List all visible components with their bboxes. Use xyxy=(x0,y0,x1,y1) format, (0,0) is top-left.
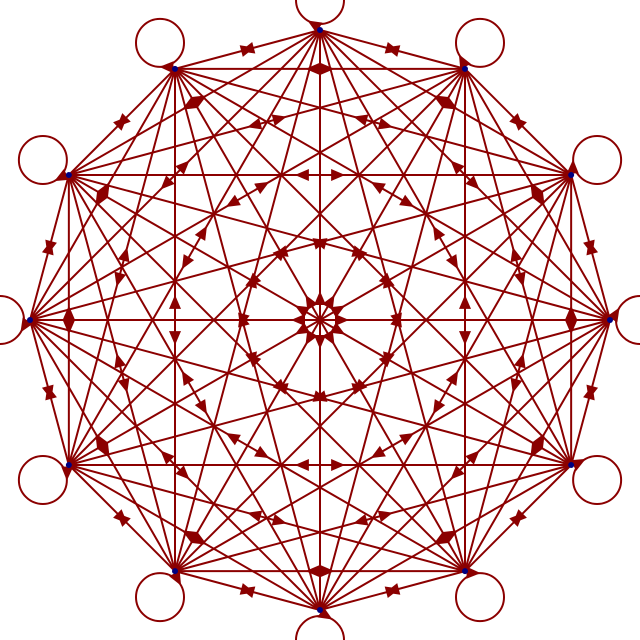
arrowhead xyxy=(195,399,207,414)
graph-node xyxy=(462,568,468,574)
arrowhead xyxy=(169,331,181,345)
arrowhead xyxy=(182,254,194,269)
self-loop xyxy=(616,296,640,344)
edge xyxy=(30,320,465,571)
arrowhead xyxy=(114,272,126,287)
graph-node xyxy=(607,317,613,323)
self-loop-arrowhead xyxy=(61,466,73,480)
arrowhead xyxy=(433,399,445,414)
self-loop xyxy=(456,573,504,621)
self-loop-arrowhead xyxy=(466,567,480,579)
edge xyxy=(175,69,610,320)
graph-node xyxy=(172,568,178,574)
arrowhead xyxy=(514,353,526,368)
arrowhead xyxy=(272,114,287,126)
graph-node xyxy=(568,462,574,468)
edge xyxy=(69,175,320,610)
graph-node xyxy=(462,66,468,72)
arrowhead xyxy=(226,195,241,207)
edge xyxy=(69,465,320,610)
edge xyxy=(175,175,571,571)
arrowhead xyxy=(331,459,345,471)
self-loop xyxy=(0,296,24,344)
arrowhead xyxy=(353,514,368,526)
edge xyxy=(30,69,175,320)
self-loop xyxy=(19,456,67,504)
edge xyxy=(30,320,175,571)
complete-directed-graph xyxy=(0,0,640,640)
self-loop-arrowhead xyxy=(159,61,173,73)
self-loop xyxy=(296,616,344,640)
arrowhead xyxy=(254,182,269,194)
arrowhead xyxy=(446,371,458,386)
edge-layer xyxy=(30,30,610,610)
self-loop xyxy=(573,136,621,184)
arrowhead xyxy=(371,446,386,458)
arrowhead xyxy=(514,272,526,287)
arrowhead xyxy=(399,433,414,445)
edge xyxy=(69,69,465,465)
arrowhead xyxy=(295,169,309,181)
arrowhead xyxy=(511,378,523,393)
graph-node xyxy=(172,66,178,72)
arrowhead xyxy=(295,459,309,471)
graph-node xyxy=(66,172,72,178)
arrowhead xyxy=(195,226,207,241)
arrowhead xyxy=(118,247,130,262)
arrowhead xyxy=(371,182,386,194)
arrowhead xyxy=(226,433,241,445)
edge xyxy=(175,69,571,465)
arrowhead xyxy=(459,295,471,309)
arrowhead xyxy=(169,295,181,309)
arrowhead xyxy=(182,371,194,386)
arrowhead xyxy=(114,353,126,368)
arrowhead xyxy=(433,226,445,241)
graph-node xyxy=(317,607,323,613)
arrowhead xyxy=(353,114,368,126)
self-loop xyxy=(296,0,344,24)
arrowhead xyxy=(254,446,269,458)
graph-node xyxy=(66,462,72,468)
arrowhead xyxy=(378,511,393,523)
self-loop-arrowhead xyxy=(567,159,579,173)
graph-node xyxy=(568,172,574,178)
arrowhead xyxy=(247,511,262,523)
arrowhead xyxy=(378,118,393,130)
arrowhead xyxy=(446,254,458,269)
arrowhead xyxy=(399,195,414,207)
arrowhead xyxy=(272,514,287,526)
arrowhead xyxy=(459,331,471,345)
graph-node xyxy=(27,317,33,323)
arrowhead xyxy=(247,118,262,130)
arrowhead xyxy=(511,247,523,262)
graph-node xyxy=(317,27,323,33)
arrowhead xyxy=(118,378,130,393)
edge xyxy=(69,175,465,571)
self-loop xyxy=(136,19,184,67)
arrowhead xyxy=(331,169,345,181)
